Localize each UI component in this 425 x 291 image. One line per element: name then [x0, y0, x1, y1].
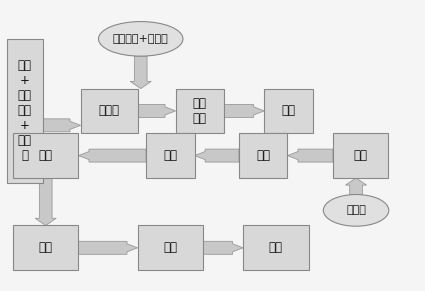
Polygon shape [130, 56, 151, 88]
FancyBboxPatch shape [7, 39, 42, 183]
Ellipse shape [323, 194, 389, 226]
Ellipse shape [99, 22, 183, 56]
FancyBboxPatch shape [13, 133, 79, 178]
Text: 引发剂: 引发剂 [346, 205, 366, 215]
Polygon shape [195, 149, 239, 162]
Text: 无机粉末+分散剂: 无机粉末+分散剂 [113, 34, 169, 44]
FancyBboxPatch shape [138, 226, 203, 270]
Polygon shape [79, 149, 146, 162]
FancyBboxPatch shape [243, 226, 309, 270]
FancyBboxPatch shape [146, 133, 195, 178]
Polygon shape [287, 149, 333, 162]
Text: 研磨
混合: 研磨 混合 [193, 97, 207, 125]
Text: 干燥: 干燥 [39, 241, 53, 254]
FancyBboxPatch shape [264, 88, 313, 133]
Polygon shape [79, 241, 138, 254]
Polygon shape [35, 178, 56, 226]
FancyBboxPatch shape [176, 88, 224, 133]
Text: 料浆: 料浆 [353, 149, 367, 162]
Text: 固化: 固化 [163, 149, 177, 162]
Text: 脱泡: 脱泡 [281, 104, 295, 117]
FancyBboxPatch shape [333, 133, 388, 178]
FancyBboxPatch shape [81, 88, 138, 133]
Text: 溶剂
+
有机
单体
+
交联
剂: 溶剂 + 有机 单体 + 交联 剂 [17, 59, 31, 162]
Polygon shape [346, 178, 367, 194]
Text: 排胶: 排胶 [163, 241, 177, 254]
Text: 烧结: 烧结 [269, 241, 283, 254]
Text: 预混液: 预混液 [99, 104, 119, 117]
FancyBboxPatch shape [13, 226, 79, 270]
Polygon shape [138, 104, 176, 117]
Polygon shape [224, 104, 264, 117]
Polygon shape [42, 119, 81, 132]
Text: 脱模: 脱模 [39, 149, 53, 162]
FancyBboxPatch shape [239, 133, 287, 178]
Polygon shape [278, 126, 299, 133]
Text: 注膜: 注膜 [256, 149, 270, 162]
Polygon shape [203, 241, 243, 254]
